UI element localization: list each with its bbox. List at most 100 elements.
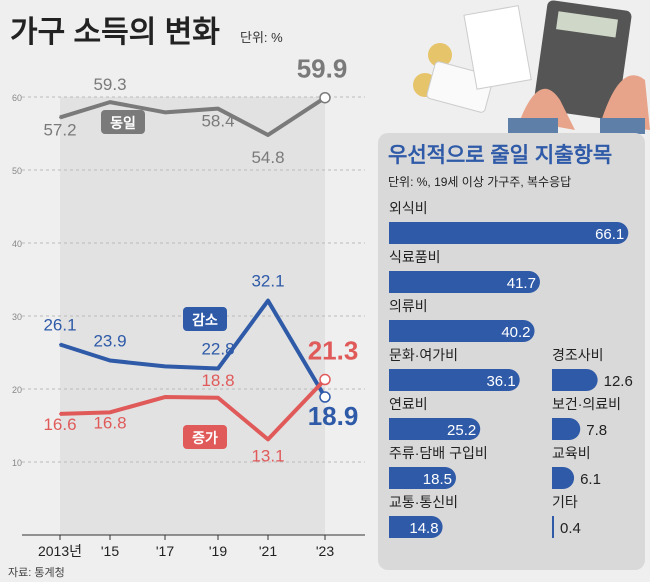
bar-value-label: 25.2: [447, 422, 476, 439]
x-tick-label: '21: [259, 543, 277, 559]
y-tick-label: 10: [12, 458, 22, 468]
bar-value-label: 12.6: [604, 373, 633, 390]
data-point: [164, 396, 166, 399]
data-label: 59.3: [93, 75, 126, 94]
y-tick-label: 20: [12, 385, 22, 395]
series-line-0: [59, 96, 327, 137]
bar: [552, 467, 575, 489]
bar: [389, 516, 443, 538]
hand-icon: [600, 75, 650, 130]
data-label: 23.9: [93, 332, 126, 351]
x-tick-label: '17: [156, 543, 174, 559]
data-point: [164, 111, 166, 114]
bar-category-label: 기타: [552, 494, 578, 510]
data-point: [267, 438, 269, 441]
receipt-icon: [463, 5, 532, 90]
bar-category-label: 연료비: [389, 396, 428, 412]
series-line-1: [59, 298, 327, 399]
data-label: 16.6: [43, 415, 76, 434]
data-point: [164, 365, 166, 368]
data-label: 57.2: [43, 120, 76, 139]
bar-value-label: 18.5: [423, 471, 452, 488]
bar-category-label: 외식비: [389, 200, 428, 216]
legend-badge: [183, 425, 227, 449]
data-point: [217, 107, 219, 110]
bar-category-label: 문화·여가비: [389, 347, 458, 363]
series-line-2: [59, 378, 327, 442]
data-point: [267, 133, 269, 136]
legend-label: 동일: [110, 115, 136, 131]
bar: [552, 516, 554, 538]
bar-category-label: 경조사비: [552, 347, 604, 363]
legend-label: 증가: [192, 430, 218, 446]
data-label: 18.8: [201, 371, 234, 390]
line-chart: 10 20 30 40 50 60 2013년 '15 '17 '19 '21 '23 57.2 59.3…: [12, 54, 365, 559]
x-tick-label: 2013년: [38, 543, 82, 559]
data-label: 26.1: [43, 315, 76, 334]
legend-label: 감소: [192, 312, 218, 328]
data-label: 13.1: [251, 446, 284, 465]
data-label: 32.1: [251, 272, 284, 291]
bar-value-label: 6.1: [580, 471, 601, 488]
data-label: 54.8: [251, 148, 284, 167]
data-point: [59, 116, 61, 119]
bar-category-label: 교육비: [552, 445, 591, 461]
bar-category-label: 식료품비: [389, 249, 441, 265]
bar-value-label: 41.7: [507, 275, 536, 292]
data-label: 58.4: [201, 112, 234, 131]
data-point: [59, 412, 61, 415]
data-point: [217, 367, 219, 370]
data-label: 18.9: [308, 401, 359, 431]
bar-category-label: 교통·통신비: [389, 494, 458, 510]
y-tick-label: 50: [12, 166, 22, 176]
data-point: [319, 391, 331, 403]
bar-category-label: 의류비: [389, 298, 428, 314]
bar-value-label: 66.1: [595, 226, 624, 243]
bar: [389, 271, 540, 293]
bar: [389, 222, 629, 244]
y-tick-label: 60: [12, 93, 22, 103]
data-point: [319, 373, 331, 386]
data-point: [59, 343, 61, 346]
legend-badge: [101, 110, 145, 134]
calculator-illustration: [413, 0, 650, 134]
data-label: 21.3: [308, 336, 359, 366]
coin-icon: [428, 43, 452, 67]
data-point: [217, 396, 219, 399]
bar: [552, 369, 598, 391]
x-tick-label: '15: [101, 543, 119, 559]
bar-value-label: 0.4: [560, 520, 581, 537]
data-point: [109, 411, 111, 414]
data-point: [109, 359, 111, 362]
bar-category-label: 보건·의료비: [552, 396, 621, 412]
bar-value-label: 36.1: [486, 373, 515, 390]
y-tick-label: 40: [12, 239, 22, 249]
unit-label: 단위: %: [240, 30, 283, 45]
x-tick-label: '19: [209, 543, 227, 559]
data-label: 16.8: [93, 413, 126, 432]
bar: [389, 320, 535, 342]
bar-value-label: 40.2: [501, 324, 530, 341]
legend-badge: [183, 307, 227, 331]
bar: [389, 418, 481, 440]
source-label: 자료: 통계청: [8, 566, 65, 579]
x-tick-label: '23: [316, 543, 334, 559]
bar: [389, 369, 520, 391]
bar-value-label: 7.8: [586, 422, 607, 439]
bar: [552, 418, 581, 440]
data-point: [109, 101, 111, 104]
bar-category-label: 주류·담배 구입비: [389, 445, 488, 461]
y-tick-label: 30: [12, 312, 22, 322]
data-label: 59.9: [297, 54, 348, 84]
data-point: [319, 91, 331, 104]
bar-value-label: 14.8: [409, 520, 438, 537]
bar-chart-title: 우선적으로 줄일 지출항목: [388, 143, 612, 167]
bar: [389, 467, 456, 489]
data-point: [267, 299, 269, 302]
bar-chart-subtitle: 단위: %, 19세 이상 가구주, 복수응답: [388, 175, 571, 189]
data-label: 22.8: [201, 340, 234, 359]
page-title: 가구 소득의 변화: [10, 16, 220, 49]
